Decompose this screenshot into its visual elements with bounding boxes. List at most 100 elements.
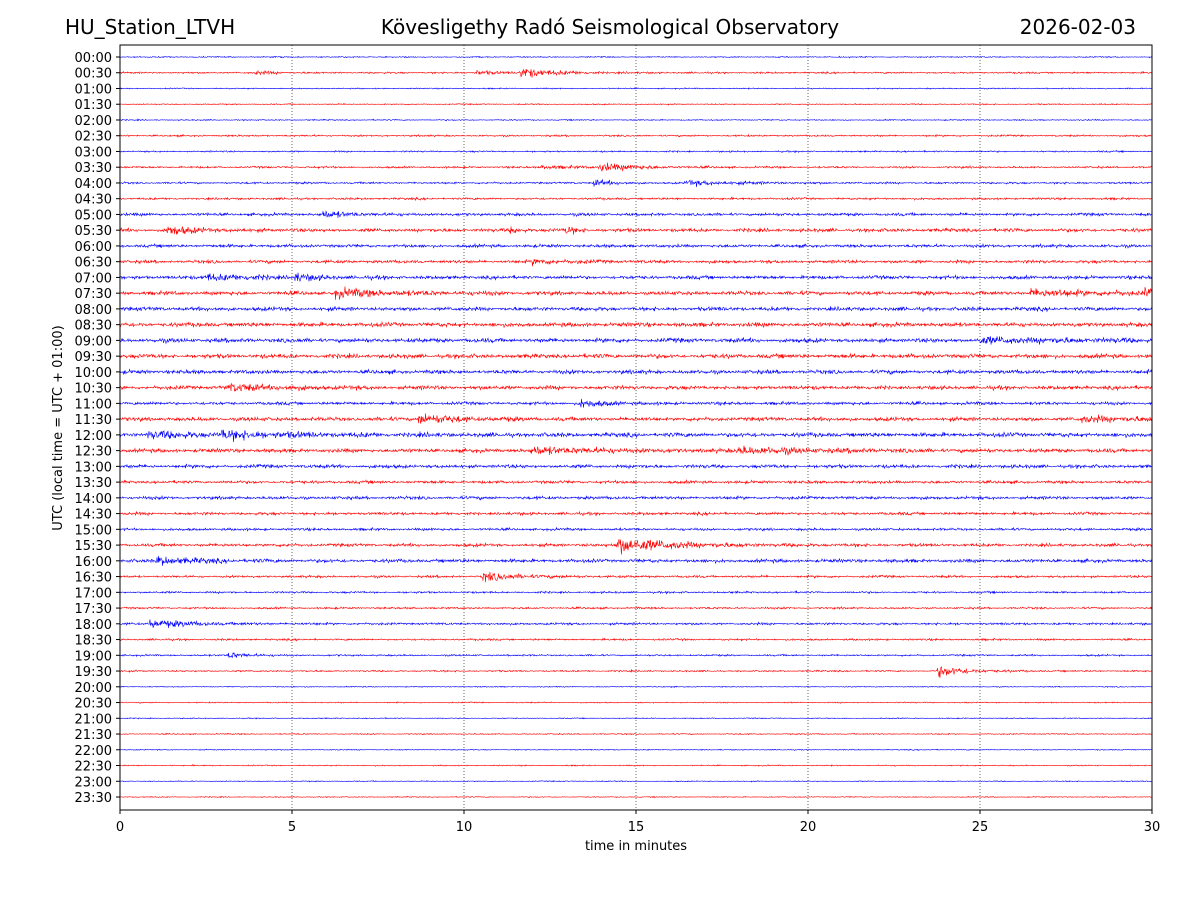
y-tick-label: 20:30 xyxy=(75,697,112,712)
x-tick-label: 25 xyxy=(972,820,989,835)
trace-row-1430 xyxy=(119,510,1153,517)
y-tick-label: 09:30 xyxy=(75,350,112,365)
y-tick-label: 19:30 xyxy=(75,665,112,680)
trace-row-1300 xyxy=(119,463,1153,470)
y-tick-label: 04:00 xyxy=(75,177,112,192)
y-tick-label: 08:00 xyxy=(75,303,112,318)
y-tick-label: 16:00 xyxy=(75,555,112,570)
y-tick-label: 22:00 xyxy=(75,744,112,759)
y-tick-label: 21:30 xyxy=(75,728,112,743)
y-tick-label: 06:30 xyxy=(75,256,112,271)
x-tick-label: 0 xyxy=(116,820,124,835)
y-tick-label: 05:00 xyxy=(75,208,112,223)
trace-row-1700 xyxy=(119,589,1153,595)
trace-row-1400 xyxy=(119,494,1153,501)
trace-row-1730 xyxy=(119,605,1153,611)
y-tick-label: 19:00 xyxy=(75,649,112,664)
grid-lines xyxy=(291,45,981,810)
y-tick-label: 23:00 xyxy=(75,775,112,790)
y-tick-label: 02:30 xyxy=(75,130,112,145)
y-tick-label: 02:00 xyxy=(75,114,112,129)
trace-row-1900 xyxy=(119,652,1153,659)
trace-row-1030 xyxy=(119,382,1153,392)
y-tick-label: 17:30 xyxy=(75,602,112,617)
y-tick-label: 06:00 xyxy=(75,240,112,255)
trace-row-2200 xyxy=(119,748,1153,752)
y-tick-label: 11:00 xyxy=(75,397,112,412)
y-tick-label: 22:30 xyxy=(75,760,112,775)
date-title: 2026-02-03 xyxy=(1019,15,1136,39)
trace-row-1200 xyxy=(119,429,1153,442)
trace-row-0930 xyxy=(119,352,1153,360)
y-tick-label: 10:00 xyxy=(75,366,112,381)
traces xyxy=(119,55,1153,799)
observatory-title: Kövesligethy Radó Seismological Observat… xyxy=(380,15,840,39)
y-tick-label: 15:00 xyxy=(75,523,112,538)
trace-row-0530 xyxy=(119,226,1153,235)
trace-row-1600 xyxy=(119,555,1153,566)
trace-row-0000 xyxy=(119,55,1153,59)
x-tick-label: 10 xyxy=(456,820,473,835)
y-tick-label: 10:30 xyxy=(75,382,112,397)
trace-row-1130 xyxy=(119,413,1153,424)
y-tick-label: 23:30 xyxy=(75,791,112,806)
trace-row-1530 xyxy=(119,539,1153,555)
y-tick-label: 01:30 xyxy=(75,98,112,113)
trace-row-0400 xyxy=(119,178,1153,188)
trace-row-0830 xyxy=(119,321,1153,329)
trace-row-1800 xyxy=(119,619,1153,629)
x-tick-label: 30 xyxy=(1144,820,1161,835)
y-tick-label: 17:00 xyxy=(75,586,112,601)
trace-row-2300 xyxy=(119,780,1153,783)
trace-row-0230 xyxy=(119,133,1153,138)
trace-row-1930 xyxy=(119,666,1153,678)
y-tick-label: 15:30 xyxy=(75,539,112,554)
x-axis-label: time in minutes xyxy=(585,839,687,854)
trace-row-1100 xyxy=(119,398,1153,408)
y-tick-label: 12:30 xyxy=(75,445,112,460)
y-tick-label: 14:00 xyxy=(75,492,112,507)
trace-row-0900 xyxy=(119,336,1153,345)
trace-row-0200 xyxy=(119,118,1153,122)
y-tick-label: 09:00 xyxy=(75,334,112,349)
x-tick-label: 20 xyxy=(800,820,817,835)
trace-row-2030 xyxy=(119,701,1153,704)
trace-row-2330 xyxy=(119,795,1153,799)
y-axis-label: UTC (local time = UTC + 01:00) xyxy=(51,325,66,530)
y-tick-label: 18:00 xyxy=(75,618,112,633)
station-title: HU_Station_LTVH xyxy=(65,15,236,39)
trace-row-0030 xyxy=(119,68,1153,78)
y-tick-label: 00:00 xyxy=(75,51,112,66)
trace-row-0730 xyxy=(119,286,1153,300)
x-tick-label: 15 xyxy=(628,820,645,835)
trace-row-0100 xyxy=(119,87,1153,90)
y-axis-ticks: 00:0000:3001:0001:3002:0002:3003:0003:30… xyxy=(75,51,120,806)
trace-row-2100 xyxy=(119,717,1153,720)
trace-row-1230 xyxy=(119,445,1153,456)
trace-row-0600 xyxy=(119,242,1153,249)
y-tick-label: 07:00 xyxy=(75,271,112,286)
x-axis-ticks: 0 5 10 15 20 25 30 xyxy=(116,810,1160,835)
y-tick-label: 12:00 xyxy=(75,429,112,444)
y-tick-label: 13:30 xyxy=(75,476,112,491)
y-tick-label: 20:00 xyxy=(75,681,112,696)
trace-row-2000 xyxy=(119,685,1153,689)
trace-row-0800 xyxy=(119,305,1153,313)
trace-row-0300 xyxy=(119,149,1153,154)
trace-row-0630 xyxy=(119,258,1153,267)
y-tick-label: 00:30 xyxy=(75,67,112,82)
x-tick-label: 5 xyxy=(288,820,296,835)
trace-row-0430 xyxy=(119,196,1153,202)
trace-row-0130 xyxy=(119,102,1153,106)
y-tick-label: 01:00 xyxy=(75,82,112,97)
y-tick-label: 18:30 xyxy=(75,634,112,649)
y-tick-label: 13:00 xyxy=(75,460,112,475)
trace-row-0500 xyxy=(119,210,1153,218)
y-tick-label: 14:30 xyxy=(75,508,112,523)
trace-row-2230 xyxy=(119,764,1153,767)
trace-row-0330 xyxy=(119,162,1153,172)
y-tick-label: 07:30 xyxy=(75,287,112,302)
y-tick-label: 11:30 xyxy=(75,413,112,428)
y-tick-label: 03:30 xyxy=(75,161,112,176)
